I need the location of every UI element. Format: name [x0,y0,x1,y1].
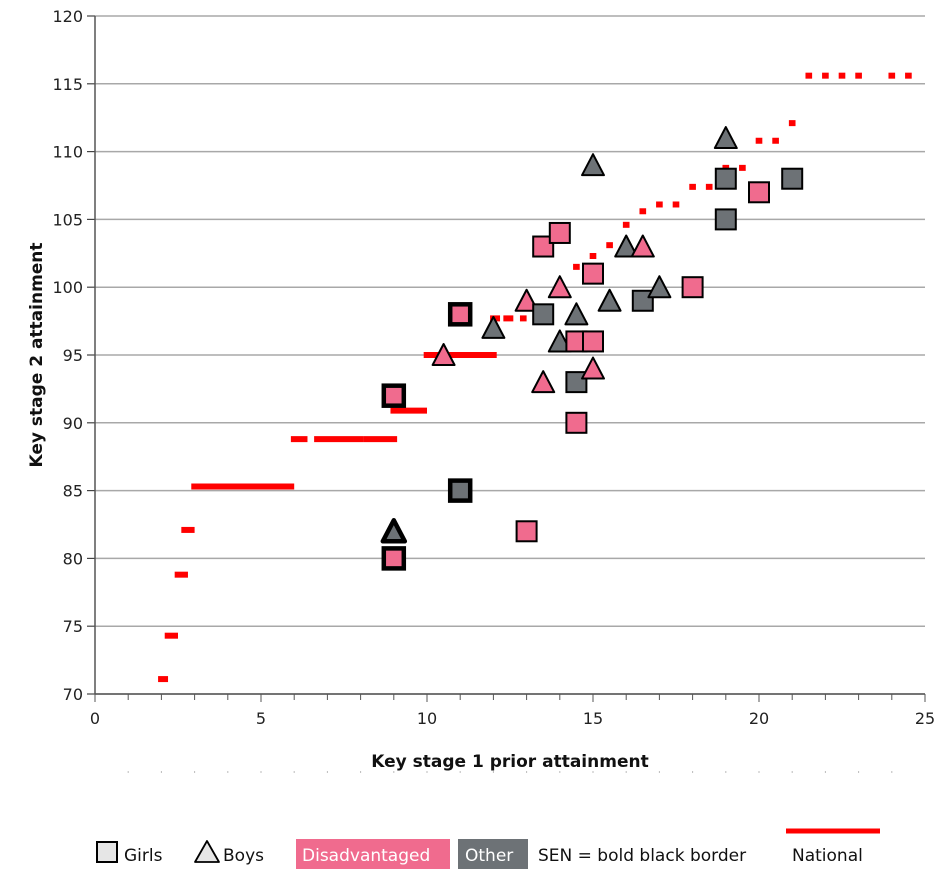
girl-marker [681,276,704,299]
y-tick-label: 75 [63,617,83,636]
x-axis-title: Key stage 1 prior attainment [371,752,648,772]
legend-girls-label: Girls [124,846,163,866]
boy-marker [481,315,506,339]
legend-national-label: National [792,846,863,866]
y-tick-label: 70 [63,685,83,704]
girl-marker [381,383,407,408]
y-tick-label: 115 [52,75,83,94]
legend-other-swatch [458,839,528,869]
boy-marker [597,288,622,312]
boy-marker [547,275,572,299]
y-tick-label: 85 [63,482,83,501]
legend-sen-label: SEN = bold black border [538,846,746,866]
points-layer [380,126,804,571]
x-tick-label: 20 [749,709,769,728]
boy-marker [564,302,589,326]
girl-marker [447,478,473,503]
y-tick-label: 100 [52,278,83,297]
girl-marker [714,208,737,231]
boy-marker [514,288,539,312]
girl-marker [565,371,588,394]
girl-marker [532,303,555,326]
boy-marker [581,153,605,177]
x-tick-label: 5 [256,709,266,728]
axis-layer: 70 75 80 85 90 95 100 105 110 115 120 0 5 10 15 20 25 Key… [27,7,935,773]
girl-marker [781,167,804,190]
legend-girls-icon [96,841,118,863]
boy-marker [647,275,672,299]
y-tick-label: 95 [63,346,83,365]
legend-other-label: Other [465,846,513,866]
national-layer [158,72,912,683]
boy-marker [531,370,556,394]
x-tick-label: 10 [417,709,437,728]
y-tick-label: 90 [63,414,83,433]
boy-marker [547,329,572,353]
boy-marker [630,234,655,258]
legend-boys-label: Boys [223,846,264,866]
y-tick-label: 80 [63,549,83,568]
grid-layer [95,15,925,695]
boy-marker [431,343,456,366]
girl-marker [748,181,770,204]
x-tick-label: 25 [915,709,935,728]
girl-marker [447,302,473,327]
girl-marker [565,411,588,434]
legend: Girls Boys Disadvantaged Other SEN = bold bl… [96,828,880,869]
girl-marker [582,330,604,353]
y-axis-title: Key stage 2 attainment [27,242,47,467]
legend-boys-icon [194,840,220,863]
y-tick-label: 105 [52,210,83,229]
girl-marker [714,167,737,190]
girl-marker [548,221,571,244]
girl-marker [582,262,604,285]
girl-marker [515,520,538,543]
boy-marker [581,356,605,380]
boy-marker [380,518,408,544]
y-tick-label: 120 [52,7,83,26]
legend-disadvantaged-swatch [296,839,450,869]
boy-marker [614,234,639,258]
girl-marker [532,235,555,258]
y-tick-label: 110 [52,143,83,162]
legend-disadvantaged-label: Disadvantaged [302,846,430,866]
x-tick-label: 15 [583,709,603,728]
x-tick-label: 0 [90,709,100,728]
girl-marker [631,289,654,312]
boy-marker [713,126,738,150]
girl-marker [381,546,407,571]
